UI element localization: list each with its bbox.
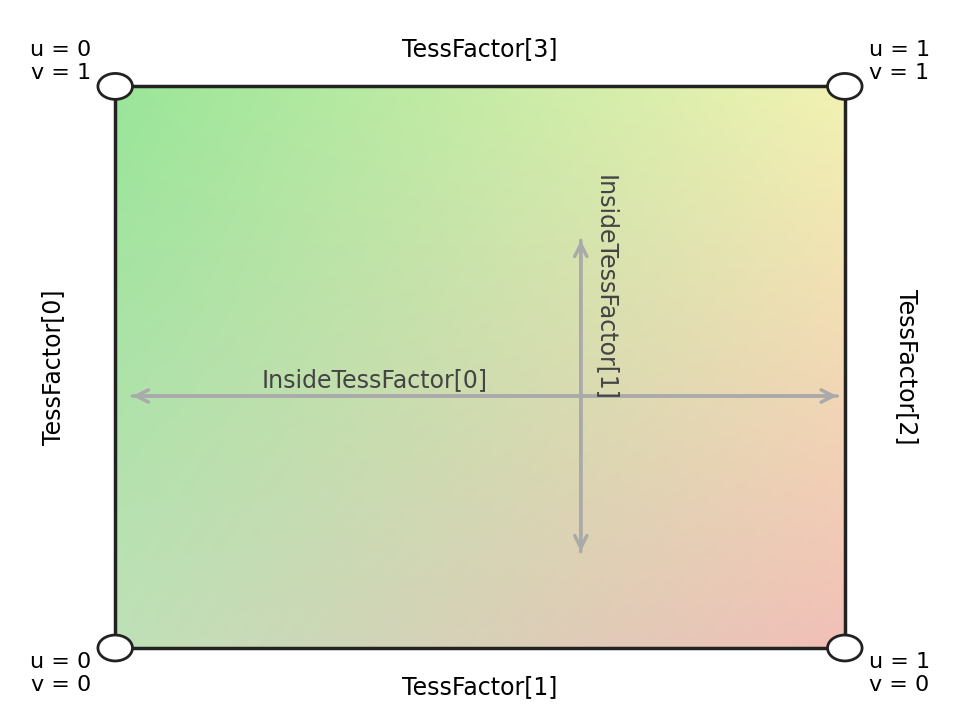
Circle shape <box>828 73 862 99</box>
Circle shape <box>828 635 862 661</box>
Circle shape <box>98 635 132 661</box>
Text: TessFactor[0]: TessFactor[0] <box>40 289 64 445</box>
Text: InsideTessFactor[0]: InsideTessFactor[0] <box>261 369 488 392</box>
Text: TessFactor[1]: TessFactor[1] <box>402 675 558 699</box>
Text: u = 1
v = 0: u = 1 v = 0 <box>869 652 930 695</box>
Text: TessFactor[2]: TessFactor[2] <box>895 289 919 445</box>
Text: TessFactor[3]: TessFactor[3] <box>402 37 558 61</box>
Text: u = 0
v = 0: u = 0 v = 0 <box>30 652 91 695</box>
Text: InsideTessFactor[1]: InsideTessFactor[1] <box>593 175 617 401</box>
Text: u = 1
v = 1: u = 1 v = 1 <box>869 40 930 83</box>
Bar <box>115 86 845 648</box>
Text: u = 0
v = 1: u = 0 v = 1 <box>30 40 91 83</box>
Circle shape <box>98 73 132 99</box>
